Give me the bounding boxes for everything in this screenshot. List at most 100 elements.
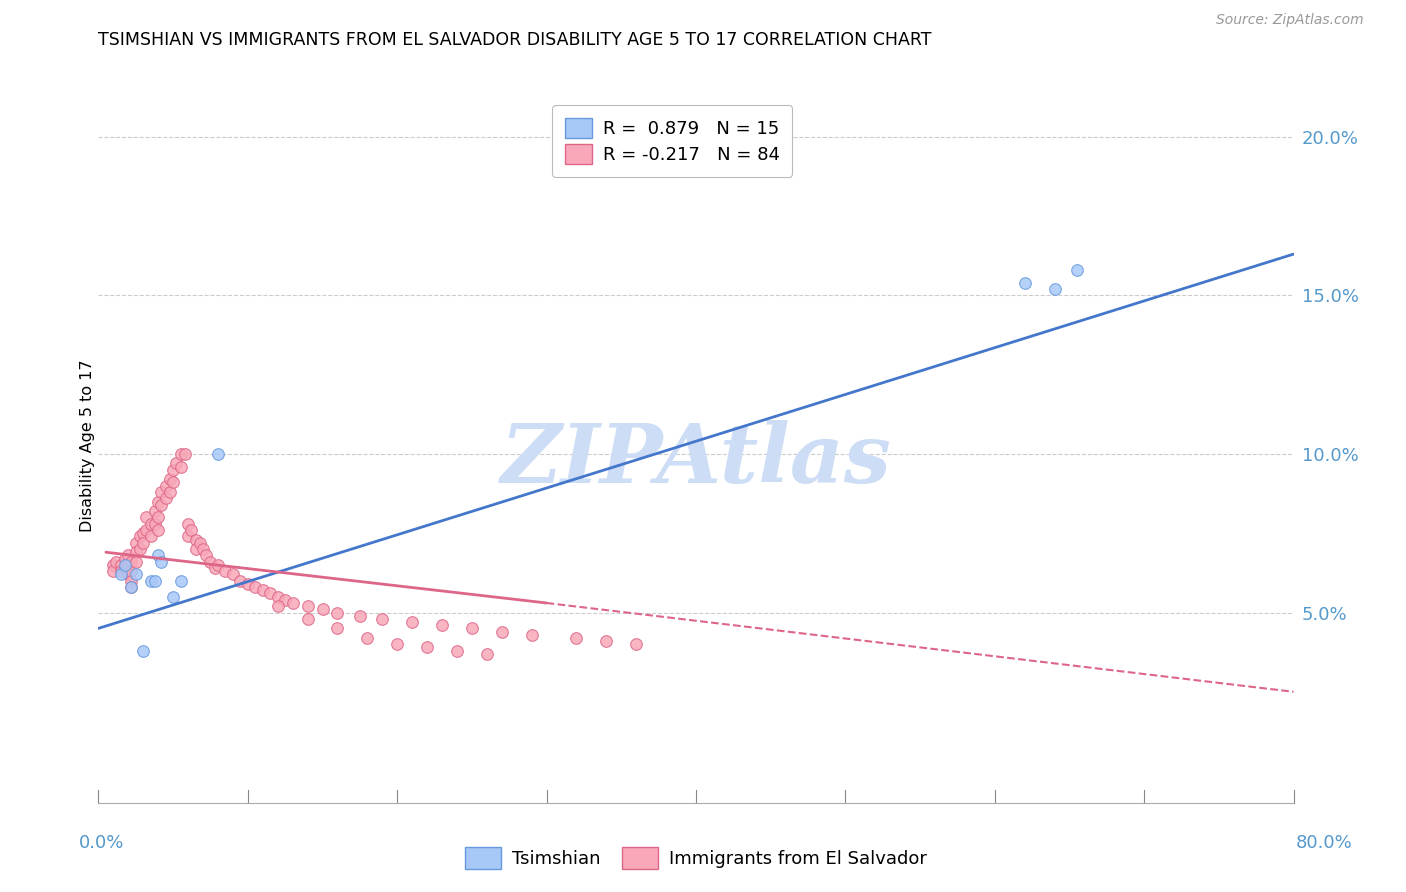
Point [520,628,543,642]
Point [565,631,588,645]
Point [114,558,136,572]
Point [120,574,142,588]
Point [129,529,152,543]
Point [200,555,222,569]
Point [120,580,142,594]
Legend: Tsimshian, Immigrants from El Salvador: Tsimshian, Immigrants from El Salvador [458,839,934,876]
Point [120,564,142,578]
Point [184,542,207,557]
Point [135,510,157,524]
Text: Source: ZipAtlas.com: Source: ZipAtlas.com [1216,12,1364,27]
Point [159,472,181,486]
Point [326,621,349,635]
Point [155,491,177,506]
Point [1014,276,1036,290]
Point [155,478,177,492]
Point [385,637,409,651]
Point [103,564,125,578]
Point [274,592,297,607]
Point [162,475,184,490]
Point [207,558,229,572]
Point [139,516,162,531]
Point [177,516,200,531]
Point [177,529,200,543]
Point [110,567,132,582]
Point [132,535,155,549]
Point [139,574,162,588]
Point [148,549,170,563]
Point [281,596,304,610]
Point [114,561,136,575]
Point [195,549,218,563]
Point [1043,282,1066,296]
Point [143,504,166,518]
Point [150,485,173,500]
Point [129,542,152,557]
Point [371,612,394,626]
Y-axis label: Disability Age 5 to 17: Disability Age 5 to 17 [80,359,94,533]
Point [148,494,170,508]
Point [125,567,148,582]
Point [169,459,191,474]
Point [626,637,648,651]
Point [267,599,290,614]
Point [475,647,498,661]
Point [229,574,252,588]
Point [150,498,173,512]
Point [184,533,207,547]
Point [117,549,139,563]
Point [117,558,139,572]
Point [222,567,245,582]
Point [162,590,184,604]
Point [105,555,128,569]
Point [132,526,155,541]
Point [491,624,513,639]
Point [120,555,142,569]
Point [110,558,132,572]
Point [162,463,184,477]
Point [125,545,148,559]
Point [259,586,281,600]
Point [446,643,468,657]
Point [461,621,484,635]
Point [103,558,125,572]
Point [207,447,229,461]
Point [169,574,191,588]
Point [120,580,142,594]
Point [245,580,267,594]
Point [252,583,274,598]
Point [135,523,157,537]
Point [150,555,173,569]
Point [1066,263,1088,277]
Point [125,555,148,569]
Point [297,612,319,626]
Point [595,634,617,648]
Point [236,577,259,591]
Point [114,551,136,566]
Point [117,567,139,582]
Point [204,561,226,575]
Text: 80.0%: 80.0% [1296,834,1353,852]
Point [311,602,333,616]
Point [165,457,187,471]
Point [143,516,166,531]
Point [267,590,290,604]
Point [214,564,236,578]
Point [297,599,319,614]
Point [180,523,202,537]
Point [401,615,423,629]
Point [349,608,371,623]
Text: ZIPAtlas: ZIPAtlas [501,420,891,500]
Point [159,485,181,500]
Point [125,535,148,549]
Text: 0.0%: 0.0% [79,834,124,852]
Point [191,542,214,557]
Point [132,643,155,657]
Point [356,631,378,645]
Point [430,618,453,632]
Point [188,535,211,549]
Point [148,523,170,537]
Point [143,574,166,588]
Point [169,447,191,461]
Text: TSIMSHIAN VS IMMIGRANTS FROM EL SALVADOR DISABILITY AGE 5 TO 17 CORRELATION CHAR: TSIMSHIAN VS IMMIGRANTS FROM EL SALVADOR… [98,31,932,49]
